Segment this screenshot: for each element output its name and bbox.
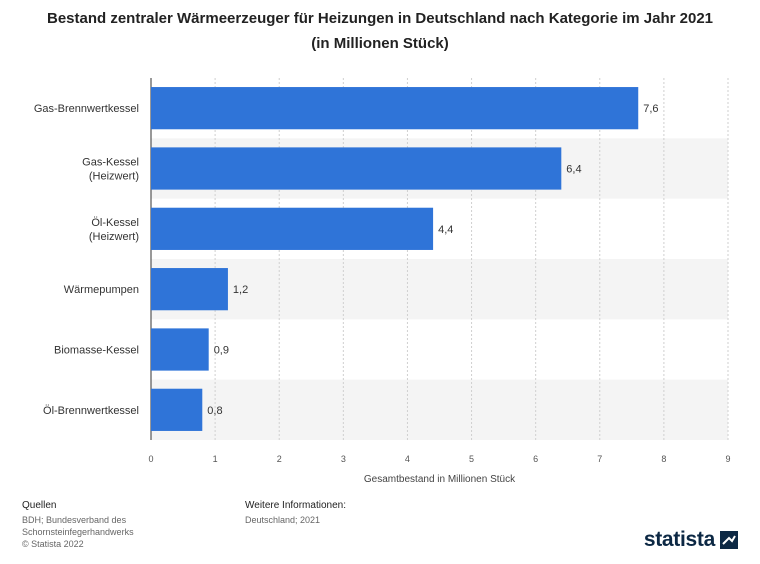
sources-text: BDH; Bundesverband des Schornsteinfegerh…: [22, 514, 134, 550]
x-tick-label: 6: [533, 454, 538, 464]
sources-line: Schornsteinfegerhandwerks: [22, 527, 134, 537]
bar: [151, 207, 434, 250]
info-heading: Weitere Informationen:: [245, 500, 346, 511]
category-label: Öl-Kessel (Heizwert): [89, 217, 139, 243]
statista-logo[interactable]: statista: [644, 528, 738, 552]
x-tick-label: 7: [597, 454, 602, 464]
category-label: Wärmepumpen: [64, 284, 139, 296]
bar-chart: 7,6 Gas-Brennwertkessel 6,4 Gas-Kessel (Heiz…: [34, 78, 731, 485]
value-label: 0,9: [214, 345, 229, 357]
value-label: 7,6: [643, 103, 658, 115]
x-tick-label: 1: [213, 454, 218, 464]
chart-title: Bestand zentraler Wärmeerzeuger für Heiz…: [46, 10, 714, 52]
info-line: Deutschland; 2021: [245, 515, 321, 525]
category-label: Öl-Brennwertkessel: [43, 405, 139, 417]
x-tick-label: 0: [148, 454, 153, 464]
value-label: 6,4: [566, 164, 581, 176]
x-axis-label: Gesamtbestand in Millionen Stück: [364, 474, 516, 485]
category-label: Gas-Brennwertkessel: [34, 103, 139, 115]
info-text: Deutschland; 2021: [245, 514, 320, 526]
sources-line: © Statista 2022: [22, 539, 84, 549]
x-tick-label: 3: [341, 454, 346, 464]
logo-text: statista: [643, 528, 715, 551]
x-tick-label: 5: [469, 454, 474, 464]
bar: [151, 328, 209, 371]
statista-logo-icon: [720, 531, 738, 549]
sources-line: BDH; Bundesverband des: [22, 515, 127, 525]
bar: [151, 87, 639, 130]
x-tick-label: 8: [661, 454, 666, 464]
bar: [151, 388, 203, 431]
x-tick-label: 9: [725, 454, 730, 464]
value-label: 0,8: [207, 405, 222, 417]
row-stripe: [151, 259, 728, 320]
x-tick-label: 4: [405, 454, 410, 464]
bar: [151, 147, 562, 190]
value-label: 1,2: [233, 284, 248, 296]
category-label: Gas-Kessel (Heizwert): [82, 157, 139, 183]
row-stripe: [151, 379, 728, 440]
category-label: Biomasse-Kessel: [54, 345, 139, 357]
x-tick-label: 2: [277, 454, 282, 464]
value-label: 4,4: [438, 224, 453, 236]
bar: [151, 268, 228, 311]
sources-heading: Quellen: [22, 500, 57, 511]
